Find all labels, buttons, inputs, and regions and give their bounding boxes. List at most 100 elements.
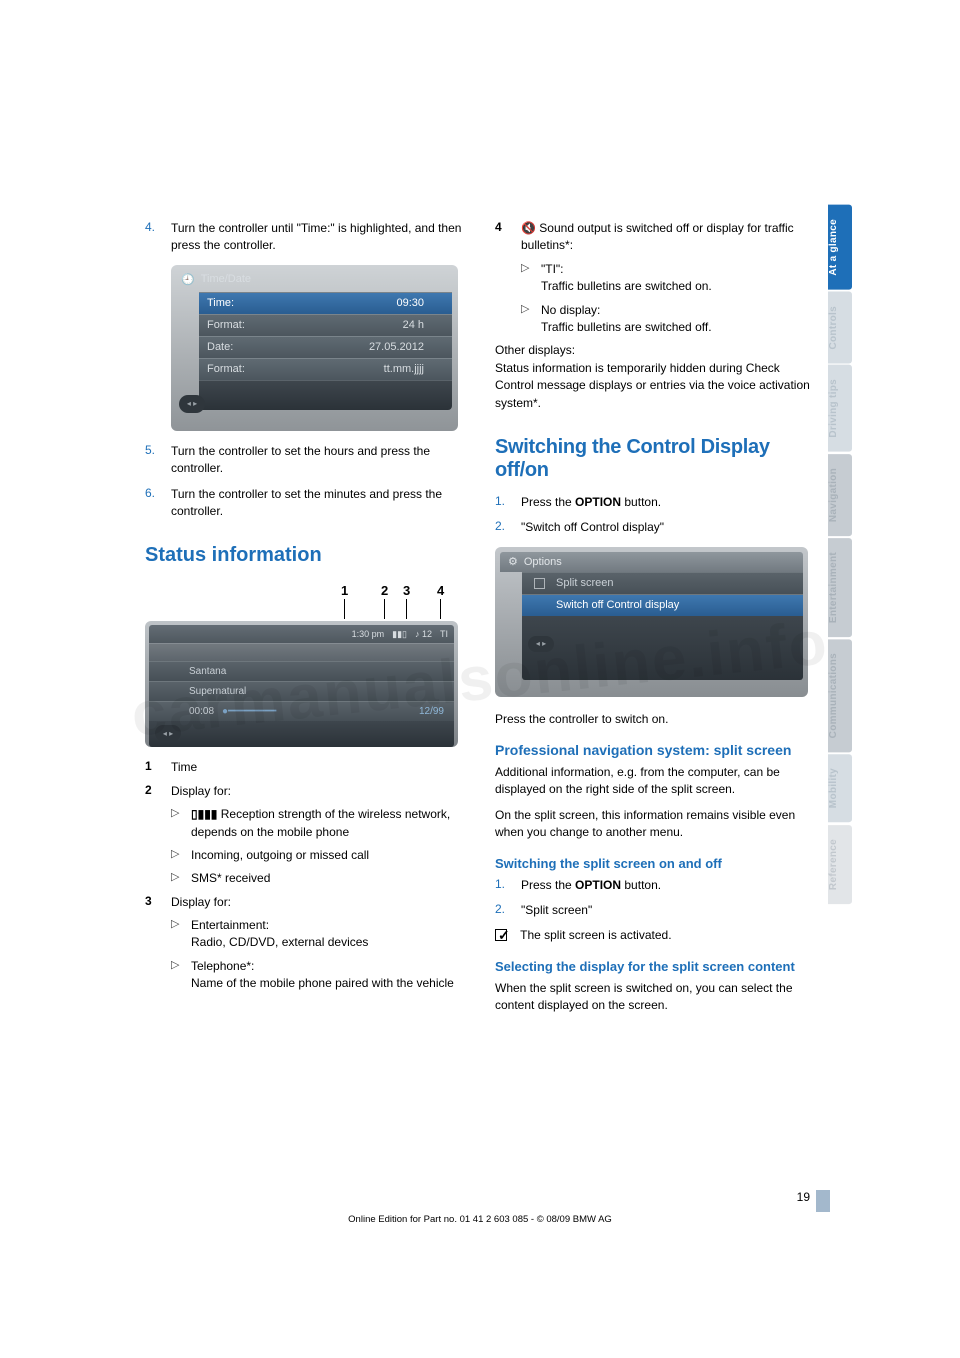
bullet-text: Incoming, outgoing or missed call <box>191 847 369 864</box>
track-count: 12/99 <box>419 706 444 717</box>
legend-1: 1 Time <box>145 759 465 776</box>
status-row-album: Supernatural <box>149 681 454 701</box>
tab-mobility: Mobility <box>828 754 852 822</box>
tab-communications: Communications <box>828 639 852 752</box>
checkbox-checked-icon <box>495 929 511 941</box>
legend-num: 2 <box>145 783 171 800</box>
bullet-marker-icon: ▷ <box>171 806 191 841</box>
callout-1: 1 <box>341 583 348 598</box>
bullet-marker-icon: ▷ <box>521 261 541 296</box>
option-label: Split screen <box>556 577 613 589</box>
select-display-text: When the split screen is switched on, yo… <box>495 980 815 1015</box>
step-number: 5. <box>145 443 171 478</box>
minisection-split-onoff: Switching the split screen on and off <box>495 856 815 871</box>
step-number: 4. <box>145 220 171 255</box>
step-4: 4. Turn the controller until "Time:" is … <box>145 220 465 255</box>
split-activated-text: The split screen is activated. <box>520 928 671 942</box>
elapsed-label: 00:08 <box>189 706 214 717</box>
right-column: 4 🔇 Sound output is switched off or disp… <box>495 220 815 1015</box>
idrive-row-date: Date: 27.05.2012 <box>199 336 452 358</box>
row-value: 24 h <box>403 319 424 331</box>
bullet-entertainment: ▷ Entertainment: Radio, CD/DVD, external… <box>145 917 465 952</box>
row-label: Format: <box>207 319 267 331</box>
nav-arrows-icon: ◂ ▸ <box>528 636 554 652</box>
bullet-reception: ▷ ▯▮▮▮ Reception strength of the wireles… <box>145 806 465 841</box>
gear-icon: ⚙ <box>508 555 518 568</box>
page-content: 4. Turn the controller until "Time:" is … <box>145 220 815 1015</box>
step-number: 2. <box>495 519 521 536</box>
pro-nav-p2: On the split screen, this information re… <box>495 807 815 842</box>
tab-controls: Controls <box>828 292 852 364</box>
legend-text: Time <box>171 759 197 776</box>
switch-step-1: 1. Press the OPTION button. <box>495 494 815 511</box>
album-label: Supernatural <box>189 686 246 697</box>
split-activated-line: The split screen is activated. <box>495 927 815 944</box>
step-number: 1. <box>495 494 521 511</box>
callout-bar: 1 2 3 4 <box>145 579 458 621</box>
press-controller-text: Press the controller to switch on. <box>495 711 815 728</box>
legend-text: Display for: <box>171 783 231 800</box>
idrive-row-format2: Format: tt.mm.jjjj <box>199 358 452 380</box>
bullet-call: ▷ Incoming, outgoing or missed call <box>145 847 465 864</box>
tab-driving-tips: Driving tips <box>828 365 852 452</box>
topbar-time: 1:30 pm <box>352 629 385 639</box>
bullet-text: No display: Traffic bulletins are switch… <box>541 302 712 337</box>
tab-at-a-glance: At a glance <box>828 205 852 290</box>
page-number: 19 <box>797 1190 810 1204</box>
ti-label: TI <box>440 629 448 639</box>
edition-line: Online Edition for Part no. 01 41 2 603 … <box>130 1214 830 1225</box>
option-split-screen: Split screen <box>522 572 803 594</box>
row-label: Date: <box>207 341 267 353</box>
tab-navigation: Navigation <box>828 454 852 536</box>
switch-step-2: 2. "Switch off Control display" <box>495 519 815 536</box>
legend-2: 2 Display for: <box>145 783 465 800</box>
signal-bars-icon: ▯▮▮▮ <box>191 807 217 821</box>
idrive-titlebar: 🕘 Time/Date <box>177 271 452 292</box>
bullet-marker-icon: ▷ <box>171 847 191 864</box>
status-row-progress: 00:08 ●━━━━━━━━ 12/99 <box>149 701 454 721</box>
split-step-2: 2. "Split screen" <box>495 902 815 919</box>
bullet-ti: ▷ "TI": Traffic bulletins are switched o… <box>495 261 815 296</box>
legend-4: 4 🔇 Sound output is switched off or disp… <box>495 220 815 255</box>
bullet-text: "TI": Traffic bulletins are switched on. <box>541 261 712 296</box>
step-text: Press the OPTION button. <box>521 494 661 511</box>
tab-entertainment: Entertainment <box>828 538 852 637</box>
status-screen: 1:30 pm ▮▮▯ ♪ 12 TI Santana Supernatural… <box>145 621 458 747</box>
bullet-telephone: ▷ Telephone*: Name of the mobile phone p… <box>145 958 465 993</box>
row-label: Format: <box>207 363 267 375</box>
subsection-pro-nav: Professional navigation system: split sc… <box>495 742 815 758</box>
mute-icon: 🔇 <box>521 221 536 235</box>
idrive-time-date-screenshot: 🕘 Time/Date Time: 09:30 Format: 24 h Dat… <box>171 265 458 431</box>
bullet-text: Entertainment: Radio, CD/DVD, external d… <box>191 917 368 952</box>
legend-num: 1 <box>145 759 171 776</box>
legend-3: 3 Display for: <box>145 894 465 911</box>
idrive-row-format1: Format: 24 h <box>199 314 452 336</box>
section-tabs: At a glance Controls Driving tips Naviga… <box>828 205 852 906</box>
step-text: Press the OPTION button. <box>521 877 661 894</box>
status-screenshot: 1 2 3 4 1:30 pm ▮▮▯ ♪ 12 TI Santana <box>145 579 458 747</box>
idrive-footer <box>199 380 452 410</box>
bullet-text: ▯▮▮▮ Reception strength of the wireless … <box>191 806 465 841</box>
pro-nav-p1: Additional information, e.g. from the co… <box>495 764 815 799</box>
clock-icon: 🕘 <box>181 273 195 286</box>
status-topbar: 1:30 pm ▮▮▯ ♪ 12 TI <box>149 625 454 643</box>
options-title: Options <box>524 556 562 568</box>
option-switch-off: Switch off Control display <box>522 594 803 616</box>
minisection-select-display: Selecting the display for the split scre… <box>495 959 815 974</box>
row-value: 09:30 <box>396 297 424 309</box>
idrive-title: Time/Date <box>201 273 251 285</box>
step-6: 6. Turn the controller to set the minute… <box>145 486 465 521</box>
callout-3: 3 <box>403 583 410 598</box>
page-footer: 19 Online Edition for Part no. 01 41 2 6… <box>0 1190 960 1225</box>
checkbox-icon <box>534 578 545 589</box>
bullet-marker-icon: ▷ <box>521 302 541 337</box>
callout-2: 2 <box>381 583 388 598</box>
legend-text: Display for: <box>171 894 231 911</box>
status-row-artist: Santana <box>149 661 454 681</box>
options-titlebar: ⚙ Options <box>500 552 803 572</box>
step-number: 6. <box>145 486 171 521</box>
step-text: Turn the controller to set the hours and… <box>171 443 465 478</box>
left-column: 4. Turn the controller until "Time:" is … <box>145 220 465 1015</box>
step-text: "Switch off Control display" <box>521 519 664 536</box>
tab-reference: Reference <box>828 825 852 904</box>
